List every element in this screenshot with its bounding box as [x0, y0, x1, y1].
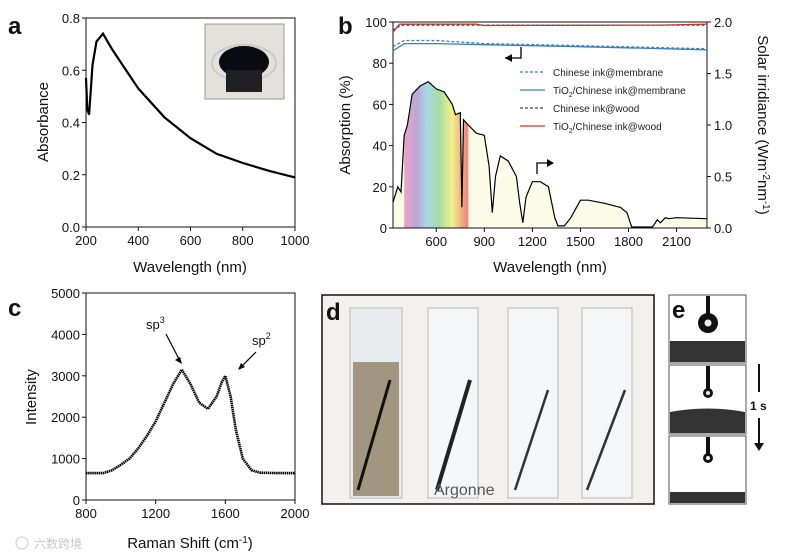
panel-e-droplet-frames: e 1 s [668, 294, 767, 505]
legend-item: TiO2/Chinese ink@wood [553, 122, 662, 135]
legend-item: Chinese ink@wood [553, 104, 639, 115]
series-solar-irradiance [392, 80, 708, 228]
panel-d-photo: Argonne d [321, 294, 655, 505]
b-x-tick-label: 1500 [566, 234, 595, 249]
y-axis-label-c: Intensity [23, 369, 40, 425]
x-axis-label-c: Raman Shift (cm-1) [127, 535, 253, 552]
a-y-tick-label: 0.2 [62, 168, 80, 183]
left-arrow-head-icon [505, 54, 512, 62]
b-x-tick-label: 600 [425, 234, 447, 249]
legend-b: Chinese ink@membrane TiO2/Chinese ink@mem… [520, 68, 686, 135]
b-y-tick-label: 0 [380, 221, 387, 236]
c-x-tick-label: 800 [75, 506, 97, 521]
sp2-arrow [240, 351, 257, 368]
y-axis-label-b: Absorption (%) [337, 75, 354, 174]
b-y-tick-label: 80 [373, 56, 387, 71]
b-y2-tick-label: 2.0 [714, 15, 732, 30]
sp3-arrow [165, 333, 181, 362]
b-y2-tick-label: 0.5 [714, 170, 732, 185]
b-y-tick-label: 20 [373, 180, 387, 195]
b-x-tick-label: 900 [473, 234, 495, 249]
c-x-tick-label: 2000 [281, 506, 310, 521]
a-y-tick-label: 0.6 [62, 63, 80, 78]
a-x-tick-label: 400 [127, 233, 149, 248]
series-tio2-chinese-ink-wood [392, 23, 708, 33]
watermark: 六数跨境 [34, 536, 82, 551]
series-chinese-ink-wood [392, 24, 707, 31]
watermark-logo-icon [15, 536, 29, 550]
c-y-tick-label: 1000 [51, 452, 80, 467]
panel-label-e: e [672, 297, 685, 324]
panel-label-c: c [8, 295, 21, 322]
left-axis-arrow [505, 47, 522, 59]
panel-c: c 800 1200 1600 2000 0 1000 2000 3000 4000 5000 s… [8, 286, 309, 552]
time-label: 1 s [750, 399, 767, 413]
sp3-arrow-head-icon [175, 357, 182, 364]
sp2-arrow-head-icon [238, 363, 245, 370]
right-axis-arrow [536, 162, 551, 174]
panel-label-a: a [8, 13, 22, 40]
plot-frame-c [85, 292, 296, 501]
c-y-tick-label: 4000 [51, 327, 80, 342]
b-y2-tick-label: 1.0 [714, 118, 732, 133]
b-y2-tick-label: 0.0 [714, 221, 732, 236]
legend-item: TiO2/Chinese ink@membrane [553, 86, 686, 99]
c-x-tick-label: 1600 [211, 506, 240, 521]
a-y-tick-label: 0.0 [62, 220, 80, 235]
cuvette-4 [581, 307, 633, 499]
b-y-tick-label: 40 [373, 139, 387, 154]
a-x-tick-label: 800 [232, 233, 254, 248]
panel-a: a 200 400 600 800 1000 0.0 0.2 0.4 0.6 0.8 Wavele… [8, 11, 309, 276]
a-x-tick-label: 200 [75, 233, 97, 248]
panel-label-b: b [338, 13, 353, 40]
b-y-tick-label: 100 [365, 15, 387, 30]
b-x-tick-label: 1200 [518, 234, 547, 249]
down-arrow-head-icon [754, 443, 764, 451]
b-y-tick-label: 60 [373, 97, 387, 112]
c-y-tick-label: 3000 [51, 369, 80, 384]
annotation-sp2: sp2 [252, 331, 271, 348]
b-x-tick-label: 1800 [614, 234, 643, 249]
a-y-tick-label: 0.8 [62, 11, 80, 26]
legend-item: Chinese ink@membrane [553, 68, 664, 79]
x-axis-label-b: Wavelength (nm) [493, 259, 607, 276]
annotation-sp3: sp3 [146, 315, 165, 332]
panel-label-d: d [326, 299, 341, 326]
inset-photo-ink-beaker [204, 23, 285, 100]
right-arrow-head-icon [547, 159, 554, 167]
b-y2-tick-label: 1.5 [714, 67, 732, 82]
y2-axis-label-b: Solar irridiance (Wm-2nm-1) [754, 35, 771, 215]
a-x-tick-label: 1000 [281, 233, 310, 248]
absorbance-curve [84, 31, 296, 179]
y-axis-label-a: Absorbance [35, 82, 52, 162]
a-y-tick-label: 0.4 [62, 116, 80, 131]
argonne-logo-text: Argonne [434, 482, 495, 499]
c-y-tick-label: 0 [73, 493, 80, 508]
b-x-tick-label: 2100 [662, 234, 691, 249]
c-y-tick-label: 5000 [51, 286, 80, 301]
series-tio2-chinese-ink-membrane [392, 42, 708, 52]
cuvette-2 [427, 307, 479, 499]
a-x-tick-label: 600 [180, 233, 202, 248]
c-x-tick-label: 1200 [141, 506, 170, 521]
raman-spectrum [86, 367, 295, 475]
panel-b: b 600 900 1200 1500 1800 2100 0 20 40 60 80 100 0.0 0… [337, 13, 771, 276]
series-chinese-ink-membrane [392, 39, 708, 50]
c-y-tick-label: 2000 [51, 410, 80, 425]
x-axis-label-a: Wavelength (nm) [133, 259, 247, 276]
cuvette-3 [507, 307, 559, 499]
